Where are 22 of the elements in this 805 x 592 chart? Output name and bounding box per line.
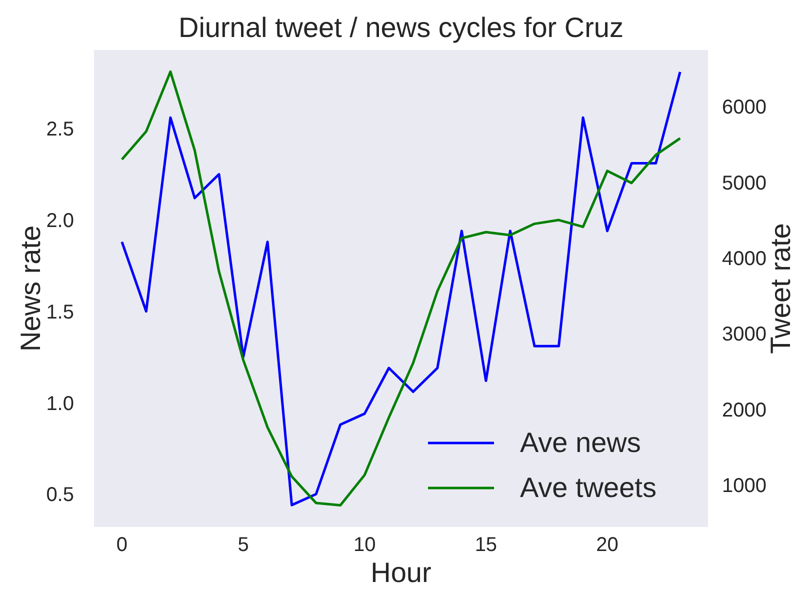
y-tick-label: 2.0 bbox=[46, 210, 74, 232]
y-tick-label: 2.5 bbox=[46, 118, 74, 141]
x-tick-label: 15 bbox=[474, 534, 498, 556]
y2-tick-label: 1000 bbox=[722, 474, 766, 497]
x-tick-label: 10 bbox=[353, 534, 376, 556]
legend-label: Ave tweets bbox=[520, 472, 656, 504]
x-tick-label: 5 bbox=[238, 534, 249, 556]
y2-tick-label: 6000 bbox=[722, 96, 766, 119]
y2-tick-label: 3000 bbox=[722, 324, 766, 346]
y2-tick-label: 5000 bbox=[722, 172, 766, 194]
y2-tick-label: 4000 bbox=[722, 248, 766, 270]
legend-label: Ave news bbox=[520, 426, 641, 458]
y-axis-title: News rate bbox=[14, 225, 46, 352]
y-tick-label: 0.5 bbox=[46, 484, 74, 506]
y-tick-label: 1.0 bbox=[46, 392, 74, 415]
x-axis-title: Hour bbox=[370, 557, 432, 588]
x-tick-label: 20 bbox=[596, 534, 618, 556]
y2-tick-label: 2000 bbox=[722, 399, 766, 422]
chart-title: Diurnal tweet / news cycles for Cruz bbox=[177, 12, 625, 44]
y-tick-label: 1.5 bbox=[46, 301, 74, 324]
x-tick-label: 0 bbox=[116, 534, 128, 556]
y2-axis-title: Tweet rate bbox=[764, 223, 796, 354]
